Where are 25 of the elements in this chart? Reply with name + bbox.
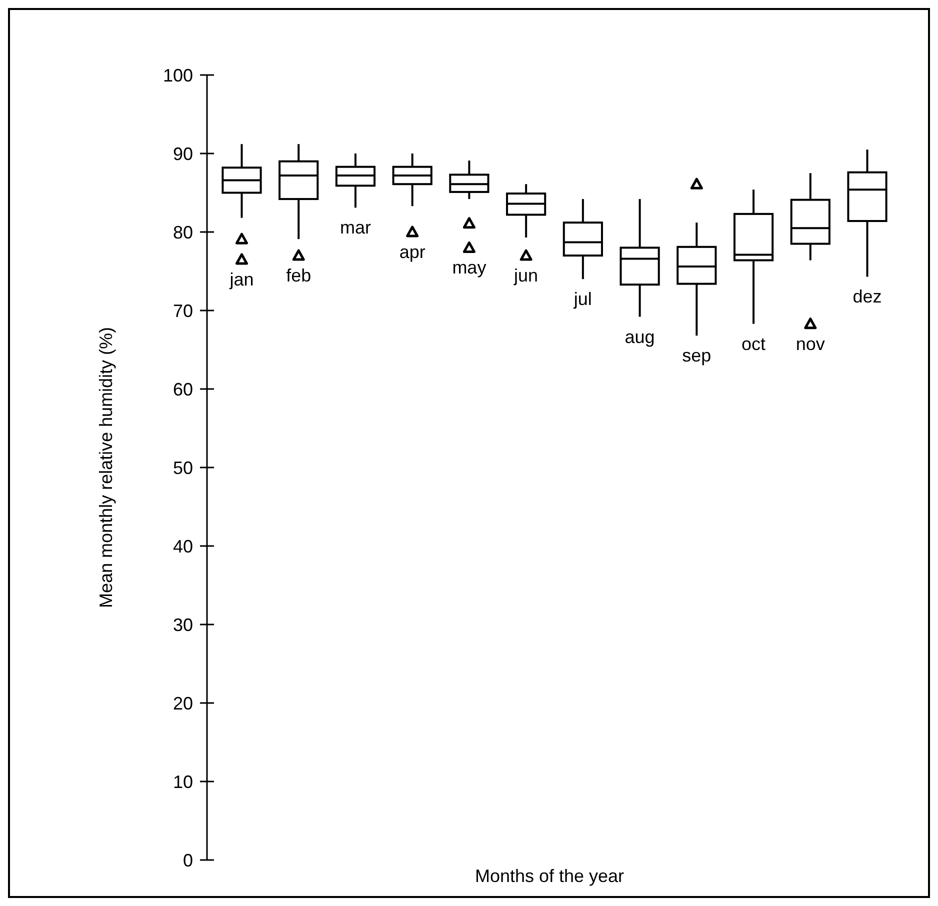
x-tick-label: jul [572, 289, 592, 310]
x-tick-label: nov [796, 334, 825, 354]
x-tick-label: jun [513, 266, 538, 286]
y-tick-label: 10 [172, 772, 193, 792]
x-tick-label: may [452, 258, 486, 278]
x-tick-label: apr [399, 242, 426, 262]
y-tick-label: 60 [172, 379, 193, 400]
y-axis-title: Mean monthly relative humidity (%) [96, 326, 116, 608]
x-tick-label: aug [624, 326, 655, 347]
y-tick-label: 90 [172, 144, 193, 164]
y-tick-label: 40 [172, 536, 193, 556]
y-tick-label: 80 [172, 222, 193, 242]
x-tick-label: mar [340, 218, 371, 238]
y-tick-label: 70 [172, 300, 193, 321]
y-tick-label: 100 [162, 65, 193, 86]
x-tick-label: oct [742, 334, 766, 354]
x-tick-label: sep [682, 346, 712, 366]
x-tick-label: feb [286, 266, 312, 286]
y-tick-label: 50 [172, 458, 193, 478]
x-tick-label: dez [852, 286, 882, 307]
y-tick-label: 30 [172, 614, 193, 635]
y-tick-label: 20 [172, 693, 193, 714]
y-tick-label: 0 [182, 850, 193, 870]
x-axis-title: Months of the year [474, 866, 624, 886]
x-tick-label: jan [228, 269, 254, 290]
